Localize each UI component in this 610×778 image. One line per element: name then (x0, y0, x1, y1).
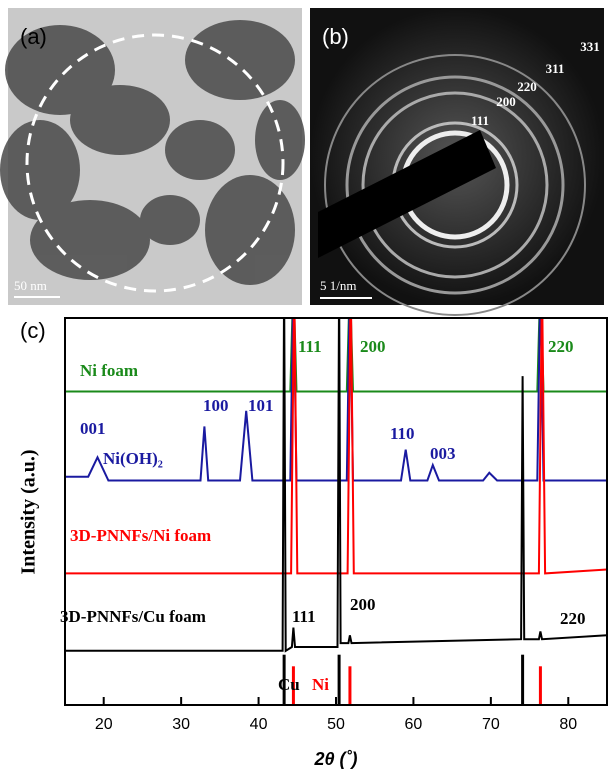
ring-label: 111 (471, 113, 489, 128)
figure: (a) 50 nm (b) 5 1/nm 111200220311331 (c)… (0, 0, 610, 778)
ring-label: 331 (580, 39, 600, 54)
ring-label: 311 (546, 61, 565, 76)
series-label: 3D-PNNFs/Cu foam (60, 607, 206, 626)
x-tick-label: 40 (250, 716, 268, 733)
reference-label: Ni (312, 675, 329, 694)
panel-label: (c) (20, 318, 46, 343)
series-label: Ni(OH)₂ (103, 449, 163, 468)
scale-label: 5 1/nm (320, 278, 356, 293)
peak-label: 200 (350, 595, 376, 614)
peak-label: 220 (548, 337, 574, 356)
peak-label: 001 (80, 419, 106, 438)
peak-label: 220 (560, 609, 586, 628)
x-tick-label: 30 (172, 716, 190, 733)
peak-label: 111 (298, 337, 322, 356)
ring-label: 220 (517, 79, 537, 94)
scale-label: 50 nm (14, 278, 47, 293)
peak-label: 101 (248, 396, 274, 415)
peak-label: 003 (430, 444, 456, 463)
peak-label: 110 (390, 424, 415, 443)
x-tick-label: 60 (405, 716, 423, 733)
peak-label: 111 (292, 607, 316, 626)
x-tick-label: 70 (482, 716, 500, 733)
xrd-chart: (c) 2θ (˚) Intensity (a.u.) 20 30 40 50 60 70… (18, 279, 607, 768)
series-label: 3D-PNNFs/Ni foam (70, 526, 211, 545)
x-tick-label: 80 (559, 716, 577, 733)
panel-label: (b) (322, 24, 349, 49)
series-label: Ni foam (80, 361, 138, 380)
peak-label: 200 (360, 337, 386, 356)
x-axis-label: 2θ (˚) (313, 749, 357, 769)
peak-label: 100 (203, 396, 229, 415)
x-tick-label: 20 (95, 716, 113, 733)
y-axis-label: Intensity (a.u.) (18, 449, 40, 574)
x-tick-label: 50 (327, 716, 345, 733)
reference-label: Cu (278, 675, 300, 694)
panel-a: (a) 50 nm (0, 8, 305, 305)
panel-label: (a) (20, 24, 47, 49)
ring-label: 200 (496, 94, 516, 109)
